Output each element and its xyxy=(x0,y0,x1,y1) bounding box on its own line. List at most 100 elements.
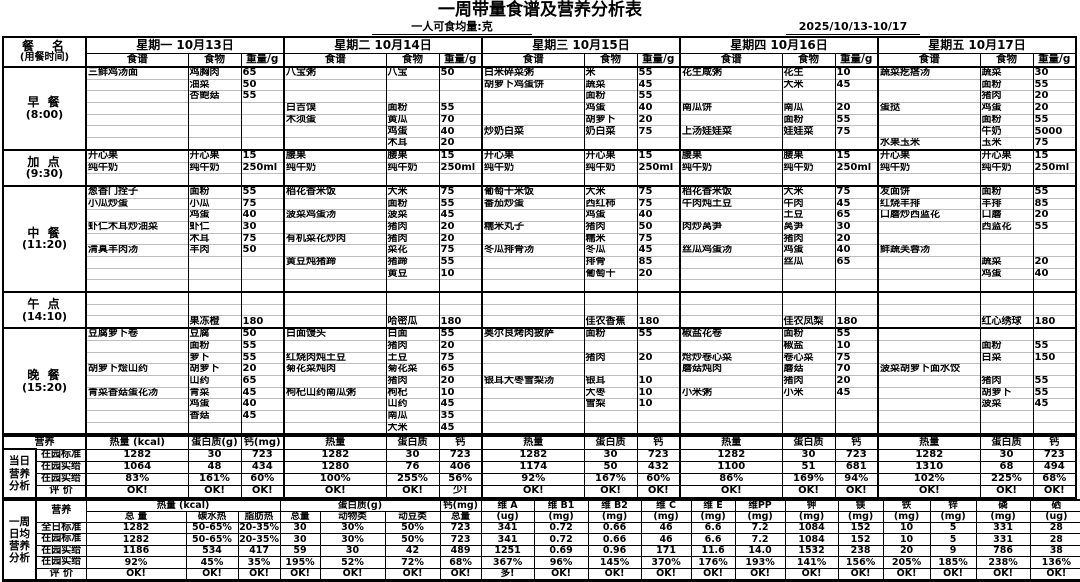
weekly-value-cell: 30 xyxy=(279,521,321,535)
weekly-value-cell: 30% xyxy=(319,521,386,535)
menu-weight-cell xyxy=(636,339,680,352)
menu-weight-cell xyxy=(636,409,680,423)
menu-weight-cell xyxy=(240,291,284,305)
menu-food-cell: 佳农香蕉 xyxy=(583,315,637,329)
menu-weight-cell xyxy=(438,78,482,91)
per-person-amount-label: 一人可食均量:克 xyxy=(372,20,532,35)
menu-dish-cell xyxy=(877,291,980,305)
weekly-value-cell: 723 xyxy=(439,521,482,535)
menu-weight-cell: 75 xyxy=(636,184,680,199)
menu-dish-cell xyxy=(85,256,188,269)
daily-value-cell: 30 xyxy=(187,448,242,462)
menu-dish-cell: 鲜蔬芙蓉汤 xyxy=(877,244,980,257)
section-label-line: 营养 xyxy=(9,467,30,480)
weekly-value-cell: 50-65% xyxy=(185,521,239,535)
menu-dish-cell: 发面饼 xyxy=(877,184,980,199)
menu-weight-cell: 75 xyxy=(636,197,680,210)
menu-dish-cell: 白吉馍 xyxy=(283,102,386,115)
nutrient-sub-header: (mg) xyxy=(533,510,589,523)
daily-value-cell: OK! xyxy=(85,484,189,499)
menu-food-cell: 佳农凤梨 xyxy=(781,315,835,329)
menu-dish-cell xyxy=(283,173,386,186)
daily-value-cell: 68 xyxy=(979,460,1034,474)
menu-weight-cell xyxy=(1032,303,1076,316)
menu-dish-cell xyxy=(877,386,980,399)
menu-food-cell: 猪肉 xyxy=(385,374,439,388)
weekly-value-cell: 10 xyxy=(882,521,931,535)
menu-food-cell: 面粉 xyxy=(385,197,439,210)
menu-weight-cell: 75 xyxy=(438,244,482,257)
weekly-value-cell: 10 xyxy=(882,533,931,546)
menu-food-cell xyxy=(187,102,241,115)
menu-weight-cell: 15 xyxy=(636,148,680,162)
page-title: 一周带量食谱及营养分析表 xyxy=(438,0,642,20)
menu-weight-cell: 55 xyxy=(240,351,284,364)
menu-weight-cell: 40 xyxy=(636,209,680,222)
weekly-value-cell: 35% xyxy=(237,556,281,569)
menu-table: 餐 名 (用餐时间) 星期一 10月13日 星期二 10月14日 星期三 10月15日星… xyxy=(2,36,1077,436)
weekly-value-cell: 367% xyxy=(480,556,535,569)
weekly-value-cell: 238% xyxy=(975,556,1031,569)
section-label-line: 日均 xyxy=(9,528,30,540)
menu-weight-cell: 50 xyxy=(240,78,284,91)
nutrient-sub-header: (mg) xyxy=(837,510,884,523)
menu-dish-cell xyxy=(679,90,782,103)
weekly-value-cell: 141% xyxy=(784,556,839,569)
menu-dish-cell: 胡萝卜烩山药 xyxy=(85,363,188,376)
menu-weight-cell: 40 xyxy=(834,244,878,257)
menu-food-cell: 面粉 xyxy=(781,113,835,126)
menu-weight-cell: 180 xyxy=(438,315,482,329)
weekly-value-cell: 46 xyxy=(640,533,692,546)
weekly-value-cell: 7.2 xyxy=(734,533,786,546)
menu-food-cell: 鸡蛋 xyxy=(781,244,835,257)
menu-weight-cell xyxy=(834,421,878,435)
menu-weight-cell: 55 xyxy=(1032,339,1076,352)
nutrient-row-label: 营养 xyxy=(35,499,87,523)
menu-food-cell xyxy=(187,137,241,150)
weekly-value-cell: 46 xyxy=(640,521,692,535)
menu-food-cell: 牛肉 xyxy=(781,197,835,210)
daily-value-cell: 60% xyxy=(636,472,681,486)
menu-food-cell: 猪肉 xyxy=(385,232,439,245)
menu-weight-cell: 50 xyxy=(438,65,482,80)
weekly-value-cell: 68% xyxy=(439,556,482,569)
menu-dish-cell: 腰果 xyxy=(679,148,782,162)
menu-dish-cell: 炝炒卷心菜 xyxy=(679,351,782,364)
menu-food-cell xyxy=(583,363,637,376)
menu-food-cell: 香菇 xyxy=(187,409,241,423)
menu-dish-cell xyxy=(283,90,386,103)
menu-weight-cell xyxy=(438,90,482,103)
weekly-value-cell: 152 xyxy=(837,521,884,535)
menu-weight-cell: 75 xyxy=(240,232,284,245)
daily-value-cell: 86% xyxy=(679,472,783,486)
menu-weight-cell: 40 xyxy=(1032,267,1076,280)
nutrient-sub-header: (mg) xyxy=(929,510,977,523)
weekly-value-cell: 341 xyxy=(480,533,535,546)
menu-food-cell: 花生 xyxy=(781,65,835,80)
menu-dish-cell: 肉炒莴笋 xyxy=(679,220,782,234)
menu-food-cell: 葡萄干 xyxy=(583,267,637,280)
menu-dish-cell xyxy=(679,209,782,222)
menu-food-cell xyxy=(781,137,835,150)
menu-dish-cell xyxy=(877,421,980,435)
nutrient-group-header: 钾 xyxy=(784,499,839,512)
menu-weight-cell xyxy=(834,279,878,293)
weekly-value-cell: 1084 xyxy=(784,521,839,535)
menu-weight-cell: 20 xyxy=(438,339,482,352)
menu-weight-cell: 15 xyxy=(240,148,284,162)
menu-dish-cell: 菊花菜炖肉 xyxy=(283,363,386,376)
menu-dish-cell: 稻花香米饭 xyxy=(679,184,782,199)
weekly-value-cell: OK! xyxy=(882,567,931,581)
weekly-value-cell: 176% xyxy=(690,556,736,569)
menu-food-cell: 鸡蛋 xyxy=(187,209,241,222)
menu-weight-cell: 20 xyxy=(438,220,482,234)
daily-value-cell: 1100 xyxy=(679,460,783,474)
menu-weight-cell xyxy=(240,173,284,186)
daily-value-cell: 100% xyxy=(283,472,387,486)
menu-weight-cell: 45 xyxy=(240,409,284,423)
weekly-value-cell: 20-35% xyxy=(237,521,281,535)
menu-dish-cell xyxy=(679,173,782,186)
menu-food-cell: 鸡蛋 xyxy=(583,209,637,222)
menu-dish-cell xyxy=(283,220,386,234)
weekly-value-cell: 786 xyxy=(975,544,1031,558)
